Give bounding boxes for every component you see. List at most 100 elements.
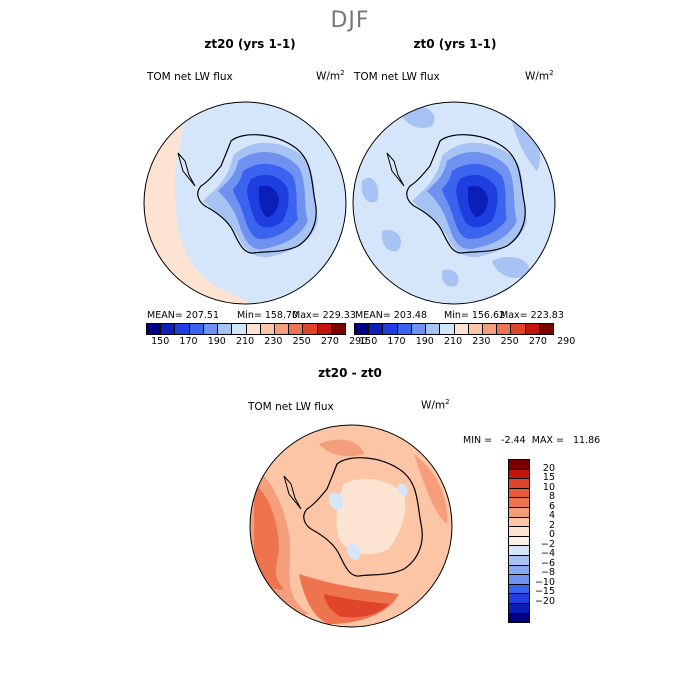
colorbar-segment: [496, 324, 511, 334]
colorbar-tick-label: 190: [415, 336, 434, 347]
colorbar-tick-label: 270: [528, 336, 547, 347]
colorbar-segment: [302, 324, 317, 334]
colorbar-segment: [509, 564, 529, 575]
map-border: [143, 101, 347, 305]
colorbar-segment: [174, 324, 189, 334]
map-zt20: [143, 101, 347, 305]
colorbar-tick-label: 170: [179, 336, 198, 347]
peninsula-outline: [386, 152, 405, 187]
colorbar-segment: [396, 324, 411, 334]
colorbar-tick-label: 4: [548, 510, 555, 522]
max-value-zt20: Max= 229.33: [292, 310, 356, 321]
colorbar-segment: [509, 602, 529, 613]
colorbar-tick-label: 20: [542, 462, 555, 474]
colorbar-tick-label: −8: [540, 567, 555, 579]
colorbar-segment: [509, 516, 529, 527]
page-title: DJF: [330, 8, 370, 33]
colorbar-segment: [453, 324, 468, 334]
max-value-zt0: Max= 223.83: [500, 310, 564, 321]
colorbar-zt20: [146, 323, 346, 335]
colorbar-segment: [510, 324, 525, 334]
colorbar-segment: [259, 324, 274, 334]
neutral-interior: [336, 478, 406, 555]
variable-label-zt0: TOM net LW flux: [354, 71, 440, 83]
colorbar-tick-label: 230: [264, 336, 283, 347]
panel-title-zt0: zt0 (yrs 1-1): [413, 37, 497, 51]
colorbar-tick-label: −4: [540, 548, 555, 560]
colorbar-tick-label: 150: [359, 336, 378, 347]
colorbar-tick-label: 290: [349, 336, 368, 347]
map-border: [352, 101, 556, 305]
colorbar-tick-label: 2: [548, 519, 555, 531]
peninsula-outline: [177, 152, 196, 187]
colorbar-segment: [509, 593, 529, 603]
colorbar-segment: [217, 324, 232, 334]
light-blue-patches: [361, 105, 541, 287]
colorbar-tick-label: 6: [548, 500, 555, 512]
colorbar-tick-label: −2: [540, 538, 555, 550]
colorbar-tick-label: 230: [472, 336, 491, 347]
warm-region: [144, 102, 253, 304]
colorbar-tick-label: 250: [292, 336, 311, 347]
colorbar-segment: [481, 324, 497, 334]
antarctica-coastline: [406, 134, 526, 254]
colorbar-segment: [355, 324, 369, 334]
map-border: [249, 424, 453, 628]
antarctica-coastline: [303, 457, 423, 577]
colorbar-tick-label: 170: [387, 336, 406, 347]
colorbar-tick-label: −20: [534, 595, 555, 607]
colorbar-segment: [509, 574, 529, 584]
colorbar-tick-label: 190: [207, 336, 226, 347]
colorbar-segment: [467, 324, 482, 334]
colorbar-segment: [231, 324, 246, 334]
colorbar-tick-label: −6: [540, 557, 555, 569]
panel-title-diff: zt20 - zt0: [318, 366, 382, 380]
colorbar-segment: [368, 324, 383, 334]
colorbar-segment: [509, 583, 529, 594]
minmax-value-diff: MIN = -2.44 MAX = 11.86: [463, 435, 601, 446]
units-label-zt0: W/m2: [525, 69, 554, 83]
colorbar-segment: [509, 554, 529, 565]
colorbar-segment: [439, 324, 454, 334]
min-value-zt0: Min= 156.62: [444, 310, 506, 321]
variable-label-diff: TOM net LW flux: [248, 401, 334, 413]
colorbar-segment: [538, 324, 554, 334]
colorbar-segment: [410, 324, 426, 334]
colorbar-segment: [160, 324, 175, 334]
colorbar-tick-label: 250: [500, 336, 519, 347]
colorbar-segment: [273, 324, 289, 334]
mean-value-zt0: MEAN= 203.48: [355, 310, 428, 321]
colorbar-ticks-diff: 20 15 10 8 6 4 2 0 −2 −4 −6 −8 −10 −15 −20: [533, 459, 573, 621]
colorbar-tick-label: 150: [151, 336, 170, 347]
map-diff: [249, 424, 453, 628]
colorbar-tick-label: 0: [548, 529, 555, 541]
cool-patches: [328, 483, 408, 560]
colorbar-segment: [509, 535, 529, 546]
colorbar-ticks-zt0: 150 170 190 210 230 250 270 290: [354, 336, 575, 348]
colorbar-segment: [509, 460, 529, 469]
map-zt0: [352, 101, 556, 305]
colorbar-segment: [509, 506, 529, 517]
colorbar-segment: [425, 324, 440, 334]
panel-title-zt20: zt20 (yrs 1-1): [204, 37, 296, 51]
colorbar-segment: [188, 324, 203, 334]
colorbar-segment: [316, 324, 331, 334]
colorbar-segment: [509, 487, 529, 498]
colorbar-segment: [245, 324, 260, 334]
colorbar-segment: [524, 324, 539, 334]
colorbar-segment: [509, 612, 529, 623]
colorbar-segment: [509, 526, 529, 536]
colorbar-ticks-zt20: 150 170 190 210 230 250 270 290: [146, 336, 367, 348]
min-value-zt20: Min= 158.70: [237, 310, 299, 321]
colorbar-tick-label: −15: [534, 586, 555, 598]
units-label-diff: W/m2: [421, 398, 450, 412]
colorbar-tick-label: 8: [548, 491, 555, 503]
colorbar-segment: [147, 324, 161, 334]
colorbar-segment: [509, 497, 529, 507]
colorbar-segment: [202, 324, 218, 334]
colorbar-segment: [509, 545, 529, 555]
units-label-zt20: W/m2: [316, 69, 345, 83]
colorbar-zt0: [354, 323, 554, 335]
variable-label-zt20: TOM net LW flux: [147, 71, 233, 83]
colorbar-diff: [508, 459, 530, 623]
